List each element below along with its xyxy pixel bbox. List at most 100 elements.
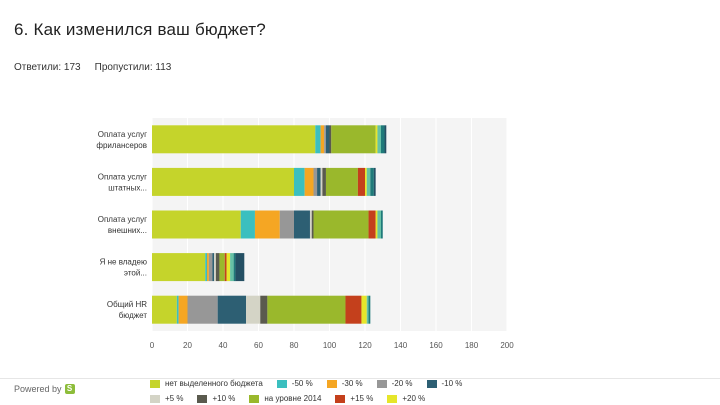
bar-segment <box>370 167 374 196</box>
y-category-label: Оплата услуг <box>98 130 147 139</box>
bar-segment <box>152 210 241 239</box>
bar-segment <box>235 253 245 282</box>
bar-segment <box>375 210 378 239</box>
bar-segment <box>384 125 387 154</box>
bar-segment <box>208 253 213 282</box>
legend-swatch <box>376 379 387 388</box>
x-tick-label: 60 <box>254 341 263 350</box>
bar-segment <box>357 167 365 196</box>
legend-item: -20 % <box>376 378 413 389</box>
bar-segment <box>380 125 385 154</box>
legend-swatch <box>197 394 208 403</box>
legend-swatch <box>249 394 260 403</box>
legend-item: +5 % <box>150 393 183 404</box>
legend-label: +5 % <box>165 394 184 403</box>
legend-label: -10 % <box>441 379 463 388</box>
legend-item: -50 % <box>276 378 313 389</box>
surveymonkey-logo-icon: S <box>64 384 75 394</box>
bar-segment <box>254 210 280 239</box>
bar-segment <box>152 253 206 282</box>
x-tick-label: 200 <box>500 341 514 350</box>
legend-label: на уровне 2014 <box>264 394 322 403</box>
bar-segment <box>315 125 321 154</box>
legend-swatch <box>150 394 160 403</box>
bar-segment <box>331 125 376 154</box>
bar-segment <box>365 167 367 196</box>
bar-segment <box>212 253 215 282</box>
legend-swatch <box>150 379 160 388</box>
y-category-label: этой... <box>124 269 147 278</box>
x-tick-label: 140 <box>394 341 408 350</box>
bar-segment <box>152 295 177 324</box>
bar-segment <box>377 125 381 154</box>
bar-segment <box>317 167 321 196</box>
bar-segment <box>226 253 231 282</box>
bar-segment <box>377 210 381 239</box>
legend-item: -10 % <box>426 378 463 389</box>
y-category-label: фрилансеров <box>96 141 147 150</box>
bar-segment <box>207 253 209 282</box>
bar-segment <box>322 167 326 196</box>
bar-segment <box>294 210 310 239</box>
answered-count: Ответили: 173 <box>14 62 81 73</box>
y-category-label: Оплата услуг <box>98 215 147 224</box>
skipped-count: Пропустили: 113 <box>94 62 172 73</box>
bar-segment <box>224 253 227 282</box>
x-tick-label: 40 <box>219 341 228 350</box>
bar-segment <box>320 167 323 196</box>
bar-segment <box>205 253 208 282</box>
legend-swatch <box>426 379 437 388</box>
y-category-label: штатных... <box>108 183 147 192</box>
legend-item: +10 % <box>197 393 235 404</box>
y-category-label: внешних... <box>108 226 147 235</box>
x-tick-label: 160 <box>429 341 443 350</box>
bar-segment <box>219 253 225 282</box>
x-tick-label: 80 <box>290 341 299 350</box>
x-tick-label: 120 <box>358 341 372 350</box>
bar-segment <box>230 253 234 282</box>
bar-segment <box>313 167 318 196</box>
bar-segment <box>215 253 220 282</box>
legend-swatch <box>276 379 287 388</box>
y-category-label: бюджет <box>119 311 148 320</box>
y-category-label: Я не владею <box>100 258 147 267</box>
legend-label: -50 % <box>291 379 313 388</box>
legend-swatch <box>335 394 346 403</box>
legend-swatch <box>326 379 337 388</box>
legend-item: +20 % <box>387 393 425 404</box>
bar-segment <box>304 167 314 196</box>
bar-segment <box>345 295 362 324</box>
legend-item: на уровне 2014 <box>249 393 321 404</box>
bar-segment <box>279 210 294 239</box>
footer-divider <box>0 378 720 379</box>
x-tick-label: 180 <box>465 341 479 350</box>
bar-segment <box>309 210 312 239</box>
legend-item: -30 % <box>326 378 363 389</box>
x-tick-label: 0 <box>150 341 155 350</box>
bar-segment <box>375 125 378 154</box>
bar-segment <box>329 125 332 154</box>
legend-label: -20 % <box>391 379 413 388</box>
bar-segment <box>320 125 325 154</box>
bar-segment <box>368 210 376 239</box>
legend-label: +15 % <box>350 394 374 403</box>
response-stats: Ответили: 173 Пропустили: 113 <box>14 62 171 73</box>
bar-segment <box>380 210 383 239</box>
bar-segment <box>324 125 326 154</box>
bar-segment <box>187 295 218 324</box>
page-title: 6. Как изменился ваш бюджет? <box>14 20 266 39</box>
legend-label: нет выделенного бюджета <box>165 379 263 388</box>
bar-segment <box>152 125 316 154</box>
y-category-label: Оплата услуг <box>98 172 147 181</box>
bar-segment <box>366 167 371 196</box>
bar-segment <box>214 253 216 282</box>
powered-by-label: Powered by <box>14 384 62 394</box>
bar-segment <box>217 295 247 324</box>
x-tick-label: 20 <box>183 341 192 350</box>
bar-segment <box>294 167 305 196</box>
stacked-bar-chart: 0 20 40 60 80 100 120 140 160 180 200 Оплата услуг ф… <box>96 118 514 350</box>
bar-segment <box>361 295 367 324</box>
bar-segment <box>246 295 261 324</box>
bar-segment <box>373 167 376 196</box>
bar-segment <box>325 125 330 154</box>
